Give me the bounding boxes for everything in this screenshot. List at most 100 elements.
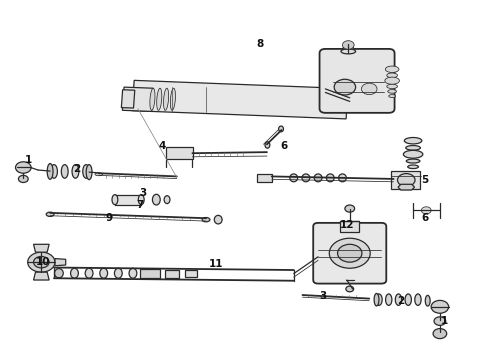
Circle shape bbox=[338, 244, 362, 262]
Ellipse shape bbox=[404, 138, 422, 144]
Ellipse shape bbox=[83, 165, 90, 178]
Ellipse shape bbox=[374, 293, 379, 306]
Text: 5: 5 bbox=[422, 175, 429, 185]
Ellipse shape bbox=[164, 88, 169, 110]
Ellipse shape bbox=[152, 194, 160, 205]
Circle shape bbox=[329, 238, 370, 268]
Ellipse shape bbox=[47, 163, 53, 179]
Text: 9: 9 bbox=[105, 212, 112, 222]
Ellipse shape bbox=[171, 88, 175, 110]
Polygon shape bbox=[140, 269, 160, 278]
Circle shape bbox=[431, 300, 449, 313]
Circle shape bbox=[28, 252, 55, 272]
Text: 11: 11 bbox=[209, 259, 223, 269]
Ellipse shape bbox=[112, 195, 118, 204]
Ellipse shape bbox=[406, 145, 420, 150]
Polygon shape bbox=[33, 244, 49, 252]
Circle shape bbox=[421, 207, 431, 214]
Text: 7: 7 bbox=[137, 200, 144, 210]
Ellipse shape bbox=[115, 268, 122, 278]
Ellipse shape bbox=[202, 217, 210, 222]
Ellipse shape bbox=[387, 84, 397, 89]
Ellipse shape bbox=[302, 174, 310, 182]
Ellipse shape bbox=[314, 174, 322, 182]
Text: 1: 1 bbox=[441, 316, 448, 326]
Ellipse shape bbox=[406, 159, 420, 163]
Polygon shape bbox=[122, 90, 135, 108]
Ellipse shape bbox=[387, 73, 397, 78]
Ellipse shape bbox=[164, 196, 170, 203]
Polygon shape bbox=[391, 171, 420, 189]
Polygon shape bbox=[185, 270, 197, 277]
Polygon shape bbox=[132, 80, 348, 119]
FancyBboxPatch shape bbox=[313, 223, 386, 284]
Text: 4: 4 bbox=[158, 141, 166, 151]
Text: 1: 1 bbox=[24, 156, 32, 165]
Text: 6: 6 bbox=[280, 141, 288, 151]
Polygon shape bbox=[340, 221, 360, 232]
Ellipse shape bbox=[403, 150, 423, 158]
Text: 10: 10 bbox=[36, 257, 50, 267]
Ellipse shape bbox=[71, 268, 78, 278]
Ellipse shape bbox=[138, 195, 144, 204]
Ellipse shape bbox=[265, 142, 270, 148]
Text: 3: 3 bbox=[139, 188, 147, 198]
Circle shape bbox=[33, 256, 49, 268]
Circle shape bbox=[343, 41, 354, 49]
Ellipse shape bbox=[395, 294, 402, 305]
Ellipse shape bbox=[129, 268, 137, 278]
Circle shape bbox=[433, 329, 447, 339]
Ellipse shape bbox=[157, 88, 162, 110]
Polygon shape bbox=[55, 258, 66, 266]
Circle shape bbox=[346, 286, 354, 292]
Circle shape bbox=[397, 174, 415, 186]
Ellipse shape bbox=[405, 294, 412, 305]
Circle shape bbox=[19, 175, 28, 183]
Ellipse shape bbox=[100, 268, 108, 278]
Ellipse shape bbox=[415, 294, 421, 305]
Ellipse shape bbox=[214, 215, 222, 224]
Ellipse shape bbox=[86, 165, 92, 180]
Polygon shape bbox=[398, 184, 415, 190]
Ellipse shape bbox=[341, 49, 356, 54]
Ellipse shape bbox=[376, 294, 382, 305]
Ellipse shape bbox=[61, 165, 68, 178]
Ellipse shape bbox=[386, 294, 392, 305]
Ellipse shape bbox=[46, 212, 54, 216]
Text: 8: 8 bbox=[256, 39, 263, 49]
Polygon shape bbox=[122, 87, 153, 112]
Ellipse shape bbox=[339, 174, 346, 182]
Ellipse shape bbox=[95, 173, 103, 176]
Ellipse shape bbox=[50, 165, 57, 178]
Ellipse shape bbox=[385, 77, 399, 84]
Polygon shape bbox=[165, 270, 179, 278]
Ellipse shape bbox=[326, 174, 334, 182]
Polygon shape bbox=[33, 272, 49, 280]
Ellipse shape bbox=[388, 90, 396, 93]
Polygon shape bbox=[257, 174, 272, 182]
Ellipse shape bbox=[54, 269, 63, 278]
Ellipse shape bbox=[389, 95, 395, 98]
Circle shape bbox=[434, 317, 446, 325]
Ellipse shape bbox=[343, 46, 354, 50]
FancyBboxPatch shape bbox=[319, 49, 394, 113]
Circle shape bbox=[345, 205, 355, 212]
Text: 2: 2 bbox=[74, 164, 80, 174]
Polygon shape bbox=[166, 148, 193, 159]
Ellipse shape bbox=[72, 165, 79, 178]
Text: 12: 12 bbox=[340, 220, 355, 230]
Ellipse shape bbox=[425, 296, 430, 306]
Circle shape bbox=[334, 79, 356, 95]
Ellipse shape bbox=[150, 88, 155, 110]
Text: 2: 2 bbox=[397, 296, 405, 306]
Ellipse shape bbox=[290, 174, 297, 182]
Ellipse shape bbox=[279, 126, 284, 132]
Circle shape bbox=[362, 83, 377, 95]
Ellipse shape bbox=[408, 165, 418, 168]
Circle shape bbox=[16, 162, 31, 173]
Polygon shape bbox=[115, 195, 142, 204]
Text: 3: 3 bbox=[319, 291, 326, 301]
Ellipse shape bbox=[85, 268, 93, 278]
Ellipse shape bbox=[385, 66, 399, 72]
Text: 6: 6 bbox=[422, 212, 429, 222]
